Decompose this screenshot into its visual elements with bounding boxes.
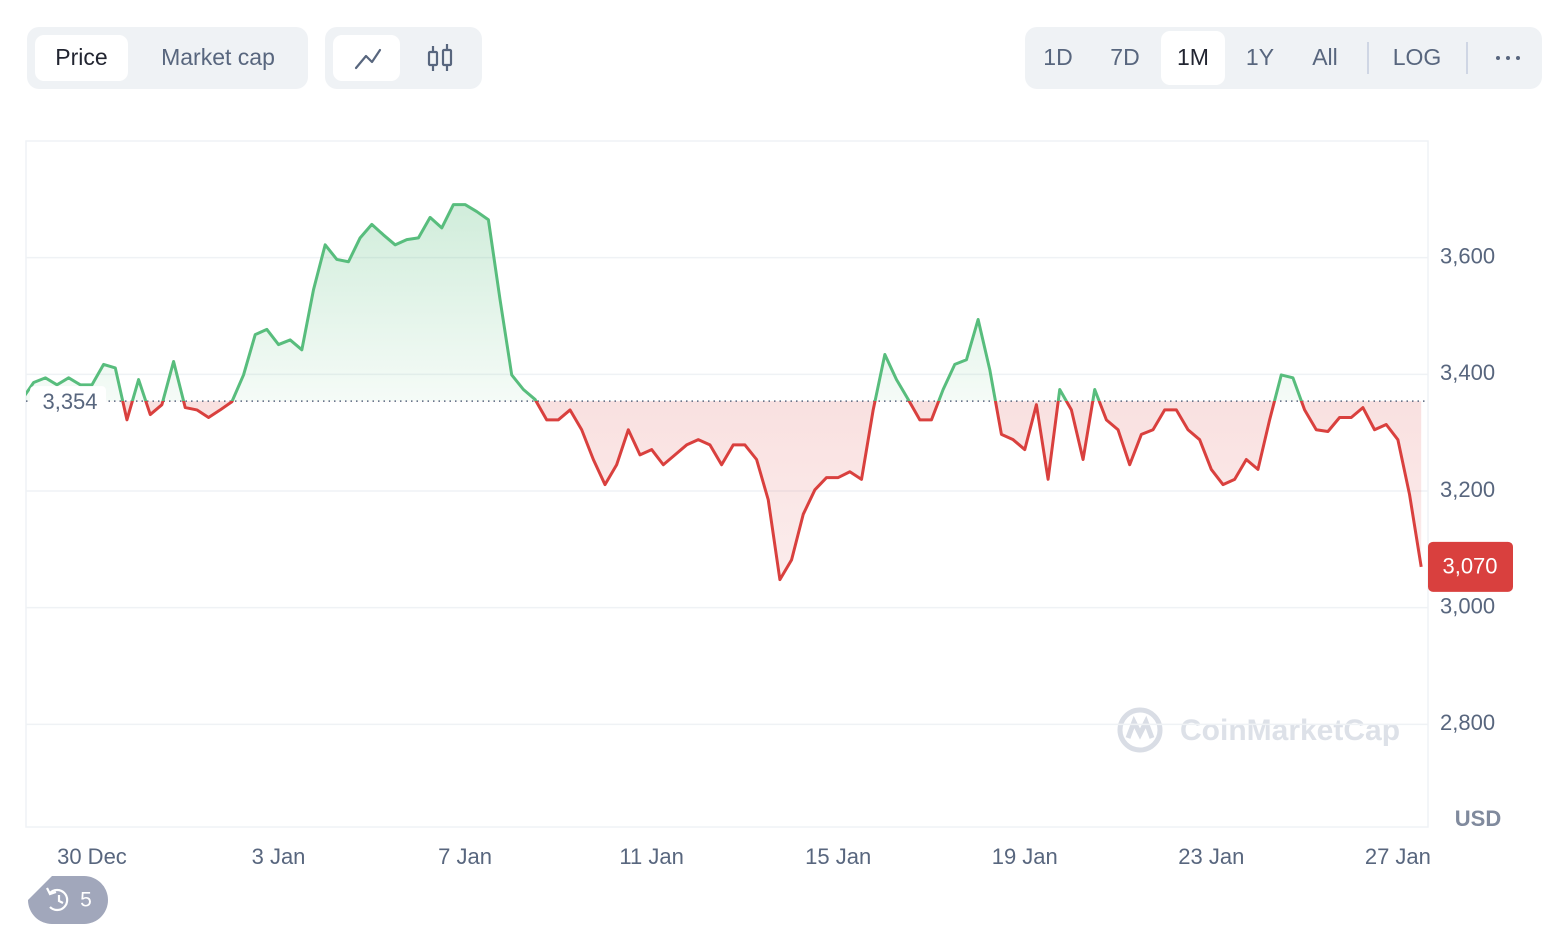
tab[interactable]: Price [55,44,107,70]
more-button[interactable] [1496,56,1520,60]
line-icon [354,48,382,70]
baseline-label: 3,354 [42,389,97,414]
tab[interactable]: Market cap [161,44,275,70]
x-tick-label: 7 Jan [438,844,492,869]
x-tick-label: 23 Jan [1178,844,1244,869]
price-area [26,204,1422,580]
range-button[interactable]: 1M [1177,44,1209,70]
history-icon [46,887,69,912]
y-unit: USD [1455,806,1501,831]
y-tick-label: 3,600 [1440,243,1495,268]
range-button[interactable]: 1D [1043,44,1072,70]
y-tick-label: 3,200 [1440,477,1495,502]
x-tick-label: 11 Jan [619,844,683,869]
log-toggle[interactable]: LOG [1393,44,1442,70]
plot [26,203,1428,582]
x-tick-label: 15 Jan [805,844,871,869]
range-selected[interactable] [1161,31,1225,85]
last-price-label: 3,070 [1442,554,1497,579]
candle-chart-button[interactable] [427,44,453,71]
range-button[interactable]: 7D [1110,44,1139,70]
watermark-logo [1117,707,1163,753]
x-tick-label: 27 Jan [1365,844,1431,869]
range-button[interactable]: 1Y [1246,44,1274,70]
y-tick-label: 3,000 [1440,593,1495,618]
last-price-badge [1428,541,1513,592]
y-tick-label: 2,800 [1440,710,1495,735]
tab-selected[interactable] [35,35,128,81]
x-tick-label: 19 Jan [992,844,1058,869]
x-tick-label: 3 Jan [252,844,306,869]
price-line [26,203,1423,582]
range-group [1025,27,1542,89]
range-button[interactable]: All [1312,44,1338,70]
x-tick-label: 30 Dec [57,844,127,869]
watermark: CoinMarketCap [1180,714,1400,747]
baseline-label-bg [30,386,106,417]
y-tick-label: 3,400 [1440,360,1495,385]
history-count: 5 [80,889,92,912]
plot-frame [25,140,1429,828]
